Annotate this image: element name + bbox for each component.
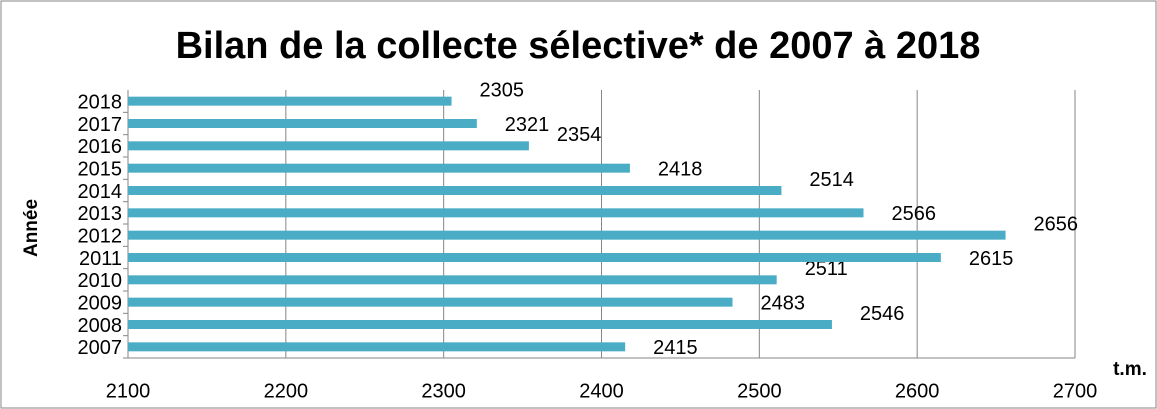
bar xyxy=(128,253,941,262)
bar xyxy=(128,320,832,329)
bar xyxy=(128,230,1006,240)
y-tick-label: 2011 xyxy=(79,248,122,270)
data-label: 2514 xyxy=(809,169,854,191)
x-tick-label: 2400 xyxy=(579,380,624,402)
bar xyxy=(128,275,777,285)
x-tick-label: 2100 xyxy=(106,380,151,402)
bar xyxy=(128,163,630,173)
y-tick-label: 2014 xyxy=(78,181,123,203)
y-tick-label: 2017 xyxy=(78,114,123,136)
y-tick-label: 2007 xyxy=(78,337,123,359)
y-tick-label: 2010 xyxy=(78,270,123,292)
bar xyxy=(128,208,864,218)
bar xyxy=(128,342,626,352)
data-label: 2615 xyxy=(969,248,1014,270)
data-label: 2418 xyxy=(658,158,703,180)
data-label: 2566 xyxy=(892,203,937,225)
x-tick-label: 2200 xyxy=(264,380,309,402)
y-tick-label: 2013 xyxy=(78,203,123,225)
data-label: 2305 xyxy=(480,79,525,101)
data-label: 2321 xyxy=(505,114,549,136)
bar xyxy=(128,141,529,151)
bar xyxy=(128,96,452,106)
bar xyxy=(128,297,733,307)
y-axis-label: Année xyxy=(21,199,42,257)
bar xyxy=(128,186,782,195)
data-label: 2546 xyxy=(860,303,905,325)
data-label: 2483 xyxy=(761,292,806,314)
y-tick-label: 2012 xyxy=(78,225,123,247)
y-tick-label: 2018 xyxy=(78,91,123,113)
chart-title: Bilan de la collecte sélective* de 2007 … xyxy=(176,25,981,67)
data-label: 2354 xyxy=(557,124,602,146)
bar xyxy=(128,119,477,128)
data-label: 2415 xyxy=(653,337,698,359)
y-tick-label: 2016 xyxy=(78,136,123,158)
y-tick-label: 2015 xyxy=(78,158,123,180)
x-tick-label: 2600 xyxy=(895,380,940,402)
y-tick-label: 2008 xyxy=(78,315,123,337)
data-label: 2656 xyxy=(1034,213,1079,235)
x-tick-label: 2700 xyxy=(1053,380,1098,402)
y-tick-label: 2009 xyxy=(78,292,123,314)
data-label: 2511 xyxy=(805,258,848,280)
x-tick-label: 2300 xyxy=(421,380,466,402)
x-tick-label: 2500 xyxy=(737,380,782,402)
x-axis-label: t.m. xyxy=(1113,359,1147,380)
